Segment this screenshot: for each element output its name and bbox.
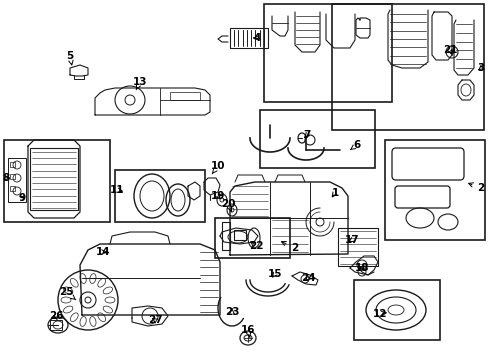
Bar xyxy=(170,92,200,100)
Bar xyxy=(215,218,289,258)
Bar xyxy=(384,140,484,240)
Bar xyxy=(331,4,483,130)
Text: 11: 11 xyxy=(109,185,124,195)
Text: 15: 15 xyxy=(267,269,282,279)
Text: 27: 27 xyxy=(147,315,162,325)
Text: 25: 25 xyxy=(59,287,76,300)
Text: 8: 8 xyxy=(2,173,10,183)
Text: 20: 20 xyxy=(220,199,235,212)
Text: 2: 2 xyxy=(281,242,298,253)
Text: 5: 5 xyxy=(66,51,74,65)
Text: 22: 22 xyxy=(248,241,263,251)
Text: 4: 4 xyxy=(253,33,260,43)
Text: 24: 24 xyxy=(300,273,315,283)
Bar xyxy=(264,4,391,102)
Text: 7: 7 xyxy=(303,130,310,140)
Bar xyxy=(115,170,204,222)
Text: 18: 18 xyxy=(354,263,368,273)
Text: 26: 26 xyxy=(49,311,63,321)
Text: 17: 17 xyxy=(344,235,359,245)
Bar xyxy=(10,162,15,167)
Text: 3: 3 xyxy=(476,63,484,73)
Bar xyxy=(222,222,229,250)
Text: 6: 6 xyxy=(350,140,360,150)
Text: 9: 9 xyxy=(19,193,25,203)
Text: 21: 21 xyxy=(442,45,456,55)
Bar xyxy=(10,186,15,191)
Bar xyxy=(10,174,15,179)
Text: 13: 13 xyxy=(132,77,147,90)
Bar xyxy=(4,140,110,222)
Text: 16: 16 xyxy=(240,325,255,338)
Text: 10: 10 xyxy=(210,161,225,174)
Text: 12: 12 xyxy=(372,309,386,319)
Bar xyxy=(229,28,267,48)
Bar xyxy=(30,148,78,210)
Bar xyxy=(50,320,62,330)
Bar xyxy=(337,228,377,266)
Text: 2: 2 xyxy=(468,183,484,193)
Bar xyxy=(260,110,374,168)
Text: 14: 14 xyxy=(96,247,110,257)
Bar xyxy=(8,158,26,202)
Bar xyxy=(234,230,245,240)
Text: 23: 23 xyxy=(224,307,239,317)
Bar xyxy=(353,280,439,340)
Text: 19: 19 xyxy=(210,191,225,201)
Text: 1: 1 xyxy=(331,188,338,198)
